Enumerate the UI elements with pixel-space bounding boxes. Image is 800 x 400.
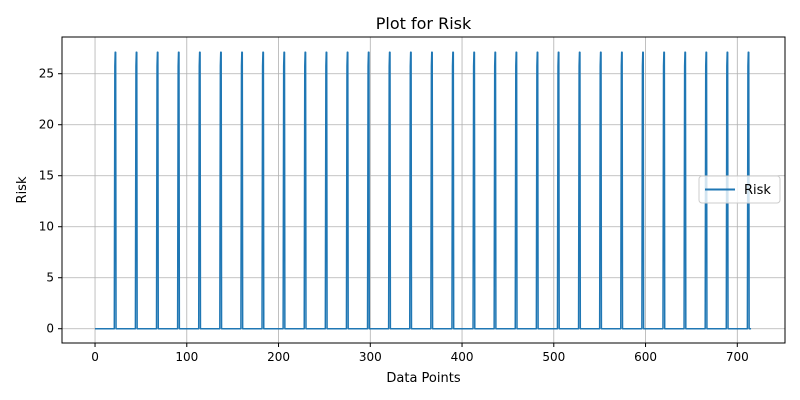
series-line-risk	[95, 51, 752, 330]
x-tick-label: 700	[726, 350, 749, 364]
y-tick-label: 10	[39, 220, 54, 234]
x-tick-label: 0	[91, 350, 99, 364]
y-tick-label: 15	[39, 169, 54, 183]
legend-box	[698, 175, 781, 204]
y-tick-label: 20	[39, 118, 54, 132]
plot-frame	[61, 36, 786, 344]
tick-layer: 0 100 200 300 400 500 600 700 0 5 10 15 20 25	[39, 67, 749, 364]
x-tick-label: 200	[267, 350, 290, 364]
y-axis-label: Risk	[15, 176, 30, 203]
x-tick-label: 600	[634, 350, 657, 364]
x-axis-label: Data Points	[386, 371, 460, 386]
legend: Risk	[698, 175, 781, 204]
x-tick-label: 300	[359, 350, 382, 364]
x-tick-label: 500	[542, 350, 565, 364]
x-tick-label: 400	[451, 350, 474, 364]
data-layer	[95, 51, 752, 330]
legend-label-risk: Risk	[744, 183, 771, 198]
y-tick-label: 0	[46, 322, 54, 336]
x-tick-label: 100	[175, 350, 198, 364]
chart-title: Plot for Risk	[376, 14, 472, 33]
y-tick-label: 5	[46, 271, 54, 285]
y-tick-label: 25	[39, 67, 54, 81]
